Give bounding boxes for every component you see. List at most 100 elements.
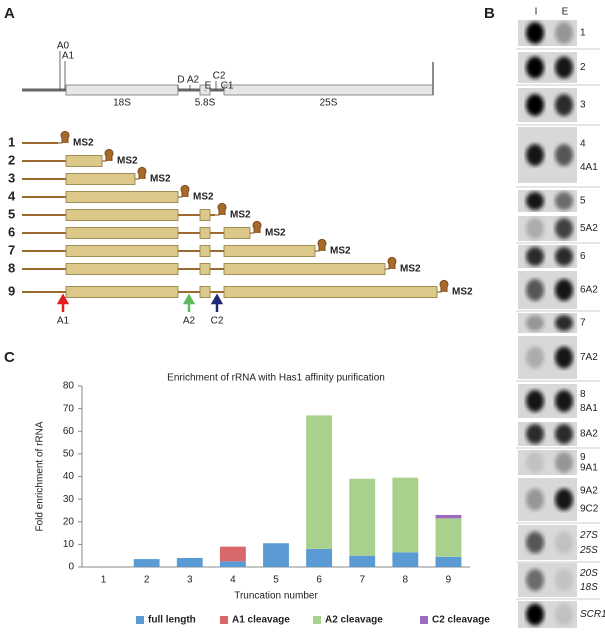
bar-segment bbox=[133, 559, 160, 567]
construct-box bbox=[65, 173, 136, 185]
band bbox=[526, 279, 544, 301]
band bbox=[526, 488, 544, 511]
y-tick-label: 40 bbox=[63, 471, 75, 482]
bar-segment bbox=[349, 555, 376, 567]
construct-box bbox=[199, 263, 211, 275]
blot-label: 20S bbox=[579, 568, 598, 579]
band bbox=[555, 315, 573, 331]
x-tick-label: 6 bbox=[316, 575, 322, 586]
band bbox=[555, 56, 573, 79]
band bbox=[555, 488, 573, 511]
panel-letter: A bbox=[4, 5, 15, 22]
blot-label: SCR1 bbox=[580, 609, 605, 620]
legend-swatch bbox=[136, 616, 144, 624]
blot-label: 18S bbox=[580, 582, 598, 593]
x-axis-label: Truncation number bbox=[234, 591, 318, 602]
legend-label: A2 cleavage bbox=[325, 615, 383, 626]
bar-segment bbox=[392, 477, 419, 553]
band bbox=[526, 218, 544, 239]
region-label: 18S bbox=[113, 98, 131, 109]
site-label: A1 bbox=[62, 51, 75, 62]
blot-label: 3 bbox=[580, 100, 586, 111]
blot-label: 27S bbox=[579, 530, 598, 541]
construct-box bbox=[223, 263, 386, 275]
legend-label: A1 cleavage bbox=[232, 615, 290, 626]
band bbox=[526, 424, 544, 444]
band bbox=[555, 452, 573, 473]
blot-label: 4 bbox=[580, 138, 586, 149]
band bbox=[555, 218, 573, 239]
site-label: D bbox=[177, 75, 184, 86]
site-label: A2 bbox=[187, 75, 200, 86]
site-label: C2 bbox=[213, 71, 226, 82]
band bbox=[526, 452, 544, 473]
band bbox=[526, 144, 544, 166]
band bbox=[526, 315, 544, 331]
band bbox=[526, 603, 544, 626]
ms2-label: MS2 bbox=[150, 174, 171, 185]
construct-number: 1 bbox=[8, 134, 15, 149]
band bbox=[555, 247, 573, 266]
arrow-label: A1 bbox=[57, 316, 70, 327]
ms2-loop bbox=[215, 202, 227, 216]
band bbox=[526, 247, 544, 266]
blot-label: 1 bbox=[580, 28, 586, 39]
arrow-label: A2 bbox=[183, 316, 196, 327]
construct-number: 5 bbox=[8, 206, 15, 221]
x-tick-label: 4 bbox=[230, 575, 236, 586]
blot-label: 6A2 bbox=[580, 285, 598, 296]
band bbox=[555, 279, 573, 301]
band bbox=[555, 569, 573, 591]
ms2-label: MS2 bbox=[193, 192, 214, 203]
x-tick-label: 8 bbox=[403, 575, 409, 586]
ms2-label: MS2 bbox=[117, 156, 138, 167]
construct-box bbox=[199, 209, 211, 221]
construct-number: 3 bbox=[8, 170, 15, 185]
chart-title: Enrichment of rRNA with Has1 affinity pu… bbox=[167, 373, 385, 384]
bar-segment bbox=[219, 561, 246, 567]
construct-box bbox=[65, 227, 179, 239]
ms2-loop bbox=[315, 238, 327, 252]
band bbox=[526, 192, 544, 210]
y-tick-label: 80 bbox=[63, 381, 75, 392]
arrow-label: C2 bbox=[211, 316, 224, 327]
bar-segment bbox=[435, 514, 462, 519]
blot-label: 5 bbox=[580, 196, 586, 207]
legend-swatch bbox=[313, 616, 321, 624]
band bbox=[555, 94, 573, 116]
band bbox=[555, 144, 573, 166]
panel-letter: B bbox=[484, 5, 495, 22]
construct-box bbox=[65, 263, 179, 275]
construct-box bbox=[65, 155, 103, 167]
band bbox=[526, 56, 544, 79]
site-label: E bbox=[205, 81, 212, 92]
blot-label: 8 bbox=[580, 389, 586, 400]
construct-box bbox=[65, 191, 179, 203]
column-label: I bbox=[535, 7, 538, 18]
y-tick-label: 50 bbox=[63, 449, 75, 460]
band bbox=[555, 531, 573, 554]
construct-box bbox=[223, 227, 251, 239]
bar-segment bbox=[306, 415, 333, 549]
y-tick-label: 20 bbox=[63, 516, 75, 527]
construct-number: 9 bbox=[8, 283, 15, 298]
ms2-label: MS2 bbox=[452, 287, 473, 298]
blot-label: 9A1 bbox=[580, 463, 598, 474]
construct-box bbox=[65, 286, 179, 298]
y-tick-label: 60 bbox=[63, 426, 75, 437]
construct-box bbox=[65, 245, 179, 257]
legend-swatch bbox=[220, 616, 228, 624]
construct-number: 7 bbox=[8, 242, 15, 257]
construct-box bbox=[199, 245, 211, 257]
blot-label: 25S bbox=[579, 545, 598, 556]
blot-label: 9C2 bbox=[580, 504, 599, 515]
x-tick-label: 3 bbox=[187, 575, 193, 586]
blot-label: 5A2 bbox=[580, 223, 598, 234]
ms2-label: MS2 bbox=[330, 246, 351, 257]
ms2-loop bbox=[102, 148, 114, 162]
band bbox=[555, 390, 573, 412]
band bbox=[555, 22, 573, 44]
ms2-loop bbox=[437, 279, 449, 293]
ms2-label: MS2 bbox=[265, 228, 286, 239]
bar-segment bbox=[435, 556, 462, 567]
